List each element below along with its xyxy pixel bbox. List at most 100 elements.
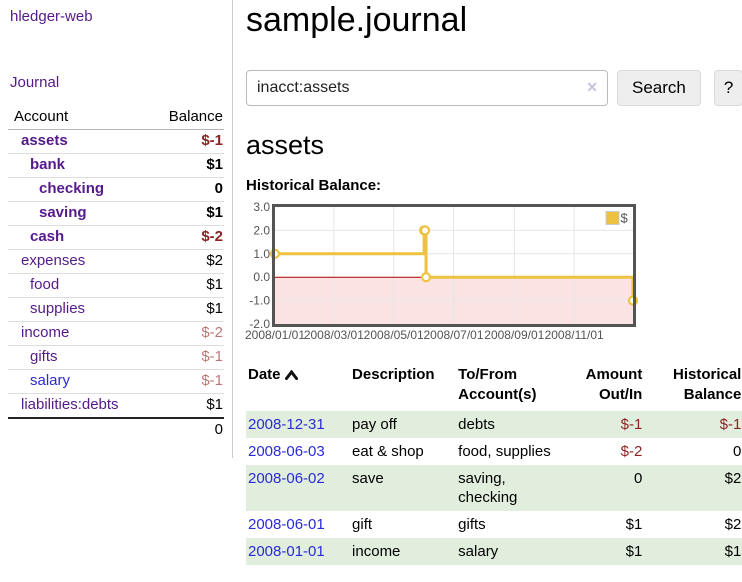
account-link[interactable]: salary xyxy=(30,372,71,389)
account-name-cell: assets xyxy=(8,130,147,154)
register-header-date[interactable]: Date xyxy=(246,363,344,411)
sidebar: hledger-web Journal Account Balance asse… xyxy=(0,0,233,458)
account-row: bank $1 xyxy=(8,153,224,178)
register-balance: 0 xyxy=(733,443,742,460)
account-name-cell: liabilities:debts xyxy=(8,393,148,418)
register-table: Date Description To/From Account(s) Amou… xyxy=(246,363,742,565)
account-name-cell: salary xyxy=(8,369,148,394)
account-link[interactable]: assets xyxy=(21,132,68,149)
register-description: eat & shop xyxy=(352,443,424,460)
account-link[interactable]: income xyxy=(21,324,70,341)
accounts-total-value: 0 xyxy=(147,417,224,442)
register-balance: $1 xyxy=(724,543,742,560)
account-balance: $-1 xyxy=(147,369,224,394)
account-link[interactable]: supplies xyxy=(30,300,86,317)
register-header-row: Date Description To/From Account(s) Amou… xyxy=(246,363,742,411)
account-link[interactable]: expenses xyxy=(21,252,86,269)
account-name-cell: income xyxy=(8,321,148,346)
account-name-cell: bank xyxy=(8,153,148,178)
account-name-cell: gifts xyxy=(8,345,148,370)
account-name-cell: cash xyxy=(8,225,148,250)
register-date-cell: 2008-01-01 xyxy=(246,538,344,565)
account-balance: $1 xyxy=(147,393,224,418)
svg-text:2008/11/01: 2008/11/01 xyxy=(545,328,604,342)
register-amount: $-2 xyxy=(620,443,643,460)
register-date-link[interactable]: 2008-06-03 xyxy=(248,443,325,460)
account-link[interactable]: cash xyxy=(30,228,65,245)
account-link[interactable]: bank xyxy=(30,156,66,173)
account-row: checking 0 xyxy=(8,177,224,202)
account-link[interactable]: saving xyxy=(39,204,87,221)
account-balance: $1 xyxy=(147,273,224,298)
account-row: supplies $1 xyxy=(8,297,224,322)
register-balance: $2 xyxy=(724,470,742,487)
account-name-cell: expenses xyxy=(8,249,148,274)
accounts-header-row: Account Balance xyxy=(8,105,224,130)
account-name-cell: supplies xyxy=(8,297,148,322)
account-balance: $2 xyxy=(147,249,224,274)
date-header-label: Date xyxy=(248,366,281,383)
register-amount: $1 xyxy=(625,543,643,560)
accounts-table: Account Balance assets $-1 bank $1 check… xyxy=(8,105,224,442)
register-date-cell: 2008-06-02 xyxy=(246,465,344,511)
account-link[interactable]: food xyxy=(30,276,60,293)
register-date-link[interactable]: 2008-06-02 xyxy=(248,470,325,487)
accounts-total-spacer xyxy=(8,417,148,442)
account-balance: $-2 xyxy=(147,321,224,346)
register-row: 2008-06-01 gift gifts $1 $2 xyxy=(246,511,742,538)
svg-text:-2.0: -2.0 xyxy=(249,317,270,331)
account-link[interactable]: liabilities:debts xyxy=(21,396,119,413)
main-pane: sample.journal ✕ Search ? assets Histori… xyxy=(233,0,742,582)
register-description: gift xyxy=(352,516,373,533)
account-row: food $1 xyxy=(8,273,224,298)
search-button[interactable]: Search xyxy=(617,70,701,106)
account-row: salary $-1 xyxy=(8,369,224,394)
help-button[interactable]: ? xyxy=(713,70,742,106)
account-row: liabilities:debts $1 xyxy=(8,393,224,418)
account-balance: $1 xyxy=(147,201,224,226)
register-description: pay off xyxy=(352,416,397,433)
register-date-link[interactable]: 2008-06-01 xyxy=(248,516,325,533)
accounts-total-row: 0 xyxy=(8,417,224,442)
account-balance: $1 xyxy=(147,297,224,322)
svg-text:2008/01/01: 2008/01/01 xyxy=(245,328,305,342)
register-amount: $-1 xyxy=(620,416,643,433)
account-row: income $-2 xyxy=(8,321,224,346)
register-row: 2008-06-02 save saving, checking 0 $2 xyxy=(246,465,742,511)
register-date-link[interactable]: 2008-12-31 xyxy=(248,416,325,433)
register-row: 2008-06-03 eat & shop food, supplies $-2… xyxy=(246,438,742,465)
page-title: sample.journal xyxy=(246,1,468,39)
register-description: save xyxy=(352,470,384,487)
register-accounts: food, supplies xyxy=(458,443,551,460)
account-balance: 0 xyxy=(147,177,224,202)
search-input-wrap: ✕ xyxy=(246,70,608,106)
account-balance: $1 xyxy=(147,153,224,178)
account-balance: $-2 xyxy=(147,225,224,250)
account-link[interactable]: gifts xyxy=(30,348,58,365)
register-amount: $1 xyxy=(625,516,643,533)
account-row: cash $-2 xyxy=(8,225,224,250)
register-header-accounts: To/From Account(s) xyxy=(458,366,537,403)
account-name-cell: saving xyxy=(8,201,148,226)
svg-text:$: $ xyxy=(621,211,629,226)
clear-search-icon[interactable]: ✕ xyxy=(586,79,598,95)
register-date-cell: 2008-12-31 xyxy=(246,411,344,438)
svg-text:0.0: 0.0 xyxy=(253,270,270,284)
register-date-cell: 2008-06-01 xyxy=(246,511,344,538)
account-row: gifts $-1 xyxy=(8,345,224,370)
account-link[interactable]: checking xyxy=(39,180,105,197)
register-header-amount: Amount Out/In xyxy=(585,366,643,403)
register-header-description: Description xyxy=(352,366,435,383)
register-accounts: gifts xyxy=(458,516,486,533)
app-title-link[interactable]: hledger-web xyxy=(10,8,93,25)
account-heading: assets xyxy=(246,130,325,160)
search-input[interactable] xyxy=(246,70,608,106)
register-description: income xyxy=(352,543,401,560)
svg-text:2.0: 2.0 xyxy=(253,223,270,237)
svg-text:2008/09/01: 2008/09/01 xyxy=(484,328,544,342)
svg-text:2008/07/01: 2008/07/01 xyxy=(423,328,483,342)
register-date-link[interactable]: 2008-01-01 xyxy=(248,543,325,560)
chart-title: Historical Balance: xyxy=(246,177,382,194)
sidebar-item-journal[interactable]: Journal xyxy=(10,74,60,91)
svg-text:3.0: 3.0 xyxy=(253,200,270,214)
